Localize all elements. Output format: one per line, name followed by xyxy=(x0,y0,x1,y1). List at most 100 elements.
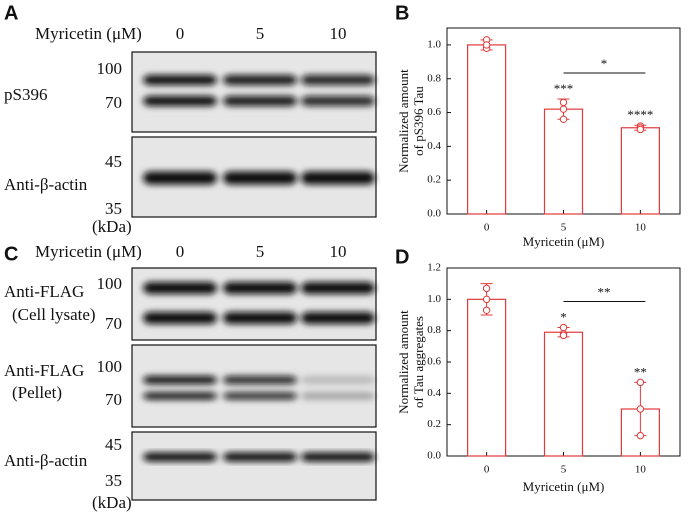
data-point xyxy=(636,405,645,413)
dose-label: 10 xyxy=(330,24,347,43)
significance-label: *** xyxy=(554,81,574,96)
marker-label: 100 xyxy=(97,274,123,293)
dose-label: 5 xyxy=(256,24,265,43)
y-axis-label: of Tau aggregates xyxy=(411,316,426,408)
x-tick-label: 0 xyxy=(484,222,490,234)
band xyxy=(143,312,217,324)
band xyxy=(301,282,375,294)
marker-label: 45 xyxy=(105,152,122,171)
bar xyxy=(543,331,584,457)
y-tick-label: 0.2 xyxy=(427,174,441,186)
blot-bands xyxy=(143,171,375,185)
blot-box xyxy=(131,344,377,428)
y-tick-label: 0.6 xyxy=(427,106,441,118)
row-name: Anti-β-actin xyxy=(4,451,88,470)
data-point xyxy=(559,331,568,340)
panel-label: D xyxy=(395,246,409,268)
band xyxy=(301,392,375,400)
y-axis-label: of pS396 Tau xyxy=(411,86,426,156)
y-tick-label: 0.4 xyxy=(427,140,441,152)
band xyxy=(223,171,297,185)
band xyxy=(223,96,297,106)
band xyxy=(223,376,297,384)
panel-label: A xyxy=(4,2,18,24)
marker-label: 70 xyxy=(105,390,122,409)
data-point xyxy=(482,284,491,293)
data-point xyxy=(482,306,491,314)
x-tick-label: 0 xyxy=(484,464,490,476)
dose-label: 0 xyxy=(176,242,185,261)
band xyxy=(223,392,297,400)
x-tick-label: 5 xyxy=(561,464,567,476)
data-point xyxy=(559,105,568,113)
marker-label: 35 xyxy=(105,471,122,490)
band xyxy=(223,75,297,85)
plot-frame xyxy=(446,267,681,457)
marker-label: 35 xyxy=(105,199,122,218)
data-point xyxy=(636,125,645,134)
marker-label: 70 xyxy=(105,93,122,112)
band xyxy=(301,96,375,106)
row-name: Anti-FLAG xyxy=(4,361,84,380)
y-axis-label: Normalized amount xyxy=(396,69,411,173)
band xyxy=(143,392,217,400)
panel-label: C xyxy=(4,243,18,265)
data-point xyxy=(636,431,645,440)
band xyxy=(301,452,375,462)
y-axis-label: Normalized amount xyxy=(396,310,411,414)
band xyxy=(143,282,217,294)
data-point xyxy=(559,115,568,124)
panel-label: B xyxy=(395,2,409,24)
comparison-label: ** xyxy=(597,285,610,300)
band xyxy=(301,376,375,384)
band xyxy=(143,75,217,85)
bar xyxy=(467,298,507,457)
marker-label: 100 xyxy=(97,357,123,376)
bar xyxy=(543,108,584,215)
marker-label: 45 xyxy=(105,435,122,454)
y-tick-label: 1.0 xyxy=(427,293,441,305)
blot-box xyxy=(131,267,377,341)
band xyxy=(301,312,375,324)
row-name: (Cell lysate) xyxy=(12,305,96,324)
dose-label: 10 xyxy=(330,242,347,261)
data-point xyxy=(482,41,491,49)
unit-label: (kDa) xyxy=(92,217,132,236)
x-tick-label: 5 xyxy=(561,222,567,234)
row-name: Anti-β-actin xyxy=(4,175,88,194)
y-tick-label: 0.8 xyxy=(427,72,441,84)
band xyxy=(143,452,217,462)
x-axis-label: Myricetin (μM) xyxy=(523,479,605,494)
blot-box xyxy=(131,51,377,133)
band xyxy=(143,171,217,185)
data-point xyxy=(559,98,568,107)
marker-label: 100 xyxy=(97,59,123,78)
blot-bands xyxy=(143,376,375,400)
blot-bands xyxy=(143,282,375,324)
y-tick-label: 1.2 xyxy=(427,262,441,274)
y-tick-label: 0.2 xyxy=(427,418,441,430)
band xyxy=(143,376,217,384)
blot-bands xyxy=(143,75,375,106)
dose-label: 0 xyxy=(176,24,185,43)
treatment-label: Myricetin (μM) xyxy=(35,242,142,261)
comparison-label: * xyxy=(601,56,608,71)
y-tick-label: 0.0 xyxy=(427,208,441,220)
band xyxy=(223,312,297,324)
significance-label: **** xyxy=(627,107,653,122)
bar xyxy=(467,44,507,215)
y-tick-label: 0.4 xyxy=(427,387,441,399)
data-point xyxy=(636,378,645,387)
band xyxy=(301,75,375,85)
y-tick-label: 0.0 xyxy=(427,450,441,462)
band xyxy=(223,282,297,294)
significance-label: ** xyxy=(634,364,647,379)
blot-box xyxy=(131,431,377,501)
band xyxy=(143,96,217,106)
x-tick-label: 10 xyxy=(635,222,647,234)
band xyxy=(223,452,297,462)
x-axis-label: Myricetin (μM) xyxy=(523,234,605,249)
row-name: Anti-FLAG xyxy=(4,282,84,301)
row-name: (Pellet) xyxy=(12,383,62,402)
